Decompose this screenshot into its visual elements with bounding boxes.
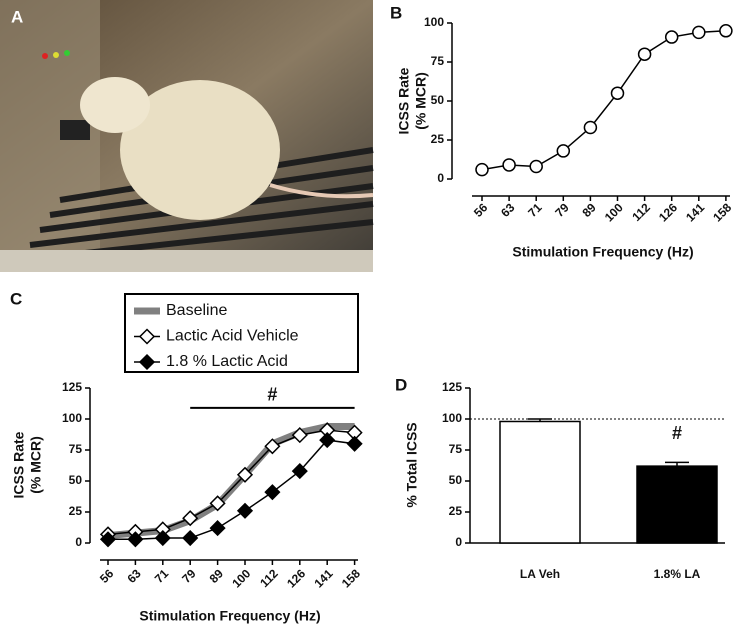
bar: [499, 420, 581, 544]
point: [637, 47, 652, 61]
panel-label: A: [11, 7, 23, 26]
point: [182, 510, 199, 527]
panel-label: D: [395, 375, 407, 394]
point: [127, 531, 144, 548]
point: [138, 328, 156, 345]
y-tick-label: 50: [69, 473, 83, 487]
x-tick-label: 100: [602, 200, 626, 224]
point: [236, 502, 254, 519]
x-tick-label: 112: [257, 566, 281, 590]
x-tick-label: 56: [471, 200, 491, 220]
x-tick-label: 79: [179, 566, 199, 586]
point: [692, 25, 706, 40]
y-tick-label: 75: [449, 442, 463, 456]
y-tick-label: 25: [449, 504, 463, 518]
point: [502, 158, 516, 172]
y-tick-label: 0: [437, 171, 444, 185]
x-tick-label: 56: [97, 566, 117, 586]
y-axis-label: (% MCR): [413, 72, 429, 130]
y-tick-label: 50: [431, 93, 445, 107]
x-axis-label: Stimulation Frequency (Hz): [512, 244, 693, 260]
y-tick-label: 100: [424, 15, 444, 29]
point: [264, 484, 281, 501]
point: [236, 466, 254, 483]
x-tick-label: 63: [124, 566, 144, 586]
y-tick-label: 25: [69, 504, 83, 518]
panel-label: C: [10, 289, 22, 308]
point: [664, 30, 679, 44]
point: [154, 529, 171, 547]
panel-label: B: [390, 3, 402, 22]
y-tick-label: 75: [431, 54, 445, 68]
x-tick-label: 71: [152, 566, 172, 586]
y-tick-label: 125: [442, 380, 462, 394]
y-tick-label: 50: [449, 473, 463, 487]
legend-label: Lactic Acid Vehicle: [166, 328, 299, 345]
point: [291, 427, 308, 444]
x-tick-label: 1.8% LA: [654, 567, 701, 581]
point: [182, 529, 199, 547]
x-tick-label: 158: [710, 200, 733, 224]
y-axis-label: ICSS Rate: [396, 67, 412, 134]
point: [719, 24, 733, 38]
y-axis-label: (% MCR): [28, 436, 44, 494]
legend-label: Baseline: [166, 302, 227, 319]
y-tick-label: 125: [62, 380, 82, 394]
point: [99, 531, 117, 548]
x-tick-label: 71: [525, 200, 545, 220]
x-tick-label: 89: [579, 200, 599, 220]
point: [138, 353, 156, 371]
point: [583, 120, 598, 135]
y-tick-label: 100: [442, 411, 462, 425]
point: [556, 144, 571, 158]
significance-mark: #: [267, 385, 277, 405]
point: [264, 438, 281, 455]
x-tick-label: 112: [629, 200, 653, 224]
x-tick-label: 100: [229, 566, 253, 590]
y-tick-label: 25: [431, 132, 445, 146]
y-tick-label: 0: [75, 535, 82, 549]
x-tick-label: 63: [498, 200, 518, 220]
y-axis-label: ICSS Rate: [11, 431, 27, 498]
legend-box: [124, 293, 359, 373]
y-tick-label: 75: [69, 442, 83, 456]
photo: A: [0, 0, 374, 272]
point: [610, 86, 625, 100]
x-tick-label: 141: [683, 200, 707, 224]
line: [108, 439, 355, 541]
x-tick-label: 126: [656, 200, 680, 224]
x-axis-label: Stimulation Frequency (Hz): [139, 608, 320, 624]
line: [481, 30, 726, 171]
point: [319, 432, 336, 449]
legend-label: 1.8 % Lactic Acid: [166, 353, 288, 370]
x-tick-label: 126: [284, 566, 308, 590]
y-axis-label: % Total ICSS: [404, 422, 420, 507]
point: [346, 435, 363, 452]
bar: [636, 465, 718, 544]
x-tick-label: 89: [207, 566, 227, 586]
point: [209, 495, 226, 512]
line: [107, 429, 355, 536]
point: [291, 463, 308, 480]
y-tick-label: 100: [62, 411, 82, 425]
point: [529, 159, 543, 174]
significance-mark: #: [672, 423, 682, 443]
point: [475, 162, 489, 177]
y-tick-label: 0: [455, 535, 462, 549]
x-tick-label: 141: [312, 566, 336, 590]
x-tick-label: 79: [552, 200, 572, 220]
point: [209, 520, 226, 537]
x-tick-label: LA Veh: [520, 567, 560, 581]
x-tick-label: 158: [339, 566, 363, 590]
